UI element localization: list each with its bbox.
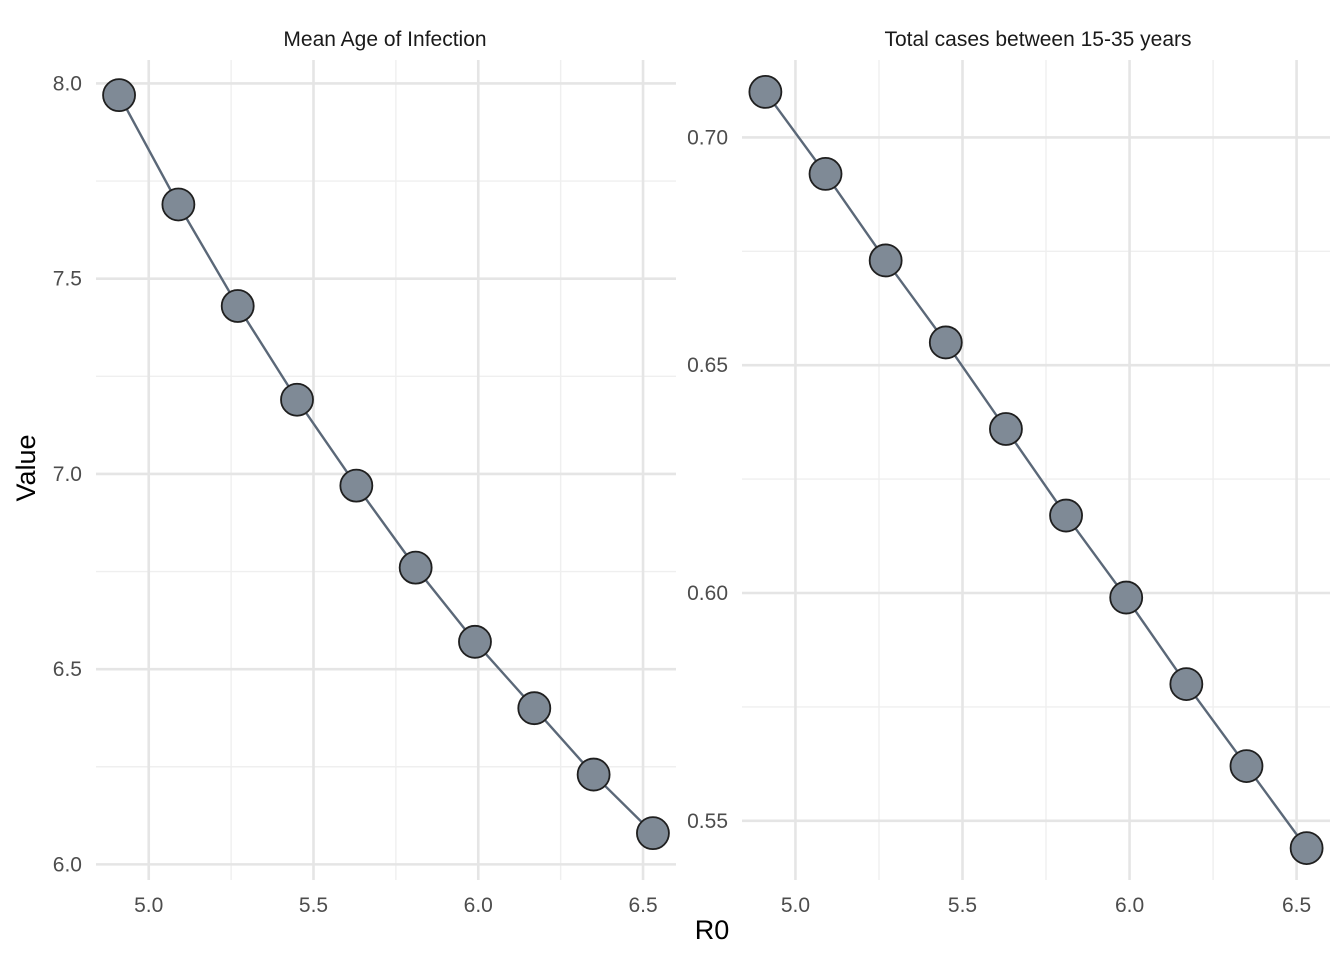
x-tick-label: 5.0 [781, 894, 810, 917]
series-line [764, 91, 1308, 849]
data-point [1229, 749, 1264, 784]
data-point [868, 243, 903, 278]
data-point [808, 156, 843, 191]
x-tick-label: 6.0 [1115, 894, 1144, 917]
data-point [748, 74, 783, 109]
x-tick-label: 5.5 [299, 894, 328, 917]
y-tick-label: 8.0 [53, 72, 82, 95]
y-tick-label: 7.5 [53, 268, 82, 291]
data-point [161, 187, 196, 222]
data-point [398, 550, 433, 585]
panel-mean-age-title: Mean Age of Infection [283, 28, 486, 51]
y-tick-label: 0.55 [687, 810, 728, 833]
data-point [1109, 580, 1144, 615]
data-point [1169, 667, 1204, 702]
y-tick-label: 6.5 [53, 658, 82, 681]
y-tick-label: 0.70 [687, 126, 728, 149]
x-tick-label: 5.0 [134, 894, 163, 917]
x-tick-label: 6.5 [1282, 894, 1311, 917]
data-point [989, 412, 1023, 446]
data-point [517, 691, 552, 726]
y-axis-title: Value [11, 434, 41, 501]
panel-mean-age-marks [102, 78, 670, 851]
panel-total-cases: 5.0 5.5 6.0 6.5 0.55 0.60 0.65 0.70 Total cases… [687, 28, 1330, 917]
x-tick-label: 6.0 [464, 894, 493, 917]
y-tick-label: 0.60 [687, 582, 728, 605]
data-point [339, 468, 374, 503]
panel-total-cases-grid [742, 60, 1330, 880]
data-point [102, 78, 136, 113]
panel-total-cases-ticks: 5.0 5.5 6.0 6.5 0.55 0.60 0.65 0.70 [687, 126, 1311, 917]
data-point [1289, 831, 1324, 866]
data-point [458, 624, 492, 659]
data-point [1049, 498, 1083, 533]
y-tick-label: 6.0 [53, 853, 82, 876]
data-point [636, 816, 670, 851]
data-point [220, 289, 255, 323]
y-tick-label: 0.65 [687, 354, 728, 377]
x-axis-title: R0 [695, 915, 730, 945]
panel-mean-age: 5.0 5.5 6.0 6.5 6.0 6.5 7.0 7.5 8.0 Mean Age of … [53, 28, 676, 917]
data-point [576, 757, 611, 792]
x-tick-label: 5.5 [948, 894, 977, 917]
y-tick-label: 7.0 [53, 463, 82, 486]
x-tick-label: 6.5 [628, 894, 657, 917]
data-point [280, 382, 314, 417]
panel-total-cases-marks [748, 74, 1324, 866]
data-point [928, 325, 963, 360]
panel-mean-age-ticks: 5.0 5.5 6.0 6.5 6.0 6.5 7.0 7.5 8.0 [53, 72, 658, 917]
panel-mean-age-grid [96, 60, 676, 880]
series-line [118, 94, 654, 834]
panel-total-cases-title: Total cases between 15-35 years [884, 28, 1191, 51]
